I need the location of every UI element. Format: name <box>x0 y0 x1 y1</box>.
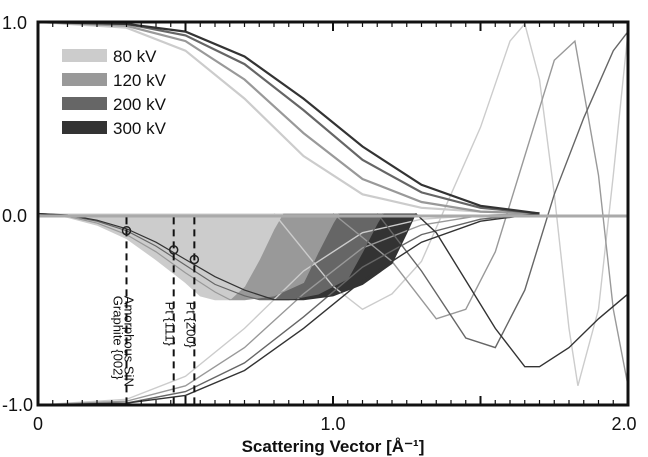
envelope-neg-line-200kv <box>38 212 540 405</box>
legend-swatch-200kv <box>62 97 107 110</box>
y-tick-label-mid: 0.0 <box>2 206 27 226</box>
ctf-oscillation-80kv <box>273 22 628 386</box>
y-tick-label-bottom: -1.0 <box>2 395 33 415</box>
legend-label-200kv: 200 kV <box>113 95 167 114</box>
ctf-line-layer <box>38 22 628 405</box>
legend-label-300kv: 300 kV <box>113 119 167 138</box>
ctf-edge-120kv <box>38 212 340 301</box>
x-axis-title: Scattering Vector [Å⁻¹] <box>242 437 425 456</box>
annotation-label-pt200: Pt {200} <box>183 302 198 349</box>
ctf-oscillation-300kv <box>415 212 628 368</box>
ctf-fill-layer <box>38 213 416 300</box>
legend-swatch-120kv <box>62 73 107 86</box>
annotation-label-amorphoussin: Amorphous SiN <box>122 296 137 387</box>
legend: 80 kV 120 kV 200 kV 300 kV <box>62 47 167 138</box>
annotation-marker <box>168 245 179 255</box>
ctf-fill-80kv <box>38 213 283 300</box>
y-tick-label-top: 1.0 <box>2 13 27 33</box>
tick-layer <box>37 22 629 405</box>
annotation-marker <box>121 225 132 236</box>
envelope-line-300kv <box>38 22 540 215</box>
envelope-line-80kv <box>38 22 540 215</box>
ctf-edge-300kv <box>38 212 417 301</box>
envelope-neg-line-300kv <box>38 212 540 405</box>
ctf-oscillation-120kv <box>332 39 628 386</box>
legend-swatch-80kv <box>62 49 107 62</box>
annotation-layer: Graphite {002}Amorphous SiN Pt {111} Pt {2… <box>111 217 200 405</box>
envelope-neg-line-120kv <box>38 212 540 405</box>
x-tick-label-1: 1.0 <box>320 414 345 434</box>
ctf-edge-200kv <box>38 212 384 301</box>
envelope-line-200kv <box>38 22 540 215</box>
legend-swatch-300kv <box>62 121 107 134</box>
annotation-marker <box>189 254 200 265</box>
envelope-line-120kv <box>38 22 540 215</box>
legend-label-80kv: 80 kV <box>113 47 157 66</box>
x-tick-label-2: 2.0 <box>611 414 636 434</box>
ctf-edge-80kv <box>38 212 284 301</box>
annotation-label-pt111: Pt {111} <box>163 302 178 347</box>
ctf-oscillation-200kv <box>376 31 628 349</box>
annotation-label-graphite002: Graphite {002} <box>111 296 126 381</box>
x-tick-label-0: 0 <box>33 414 43 434</box>
legend-label-120kv: 120 kV <box>113 71 167 90</box>
